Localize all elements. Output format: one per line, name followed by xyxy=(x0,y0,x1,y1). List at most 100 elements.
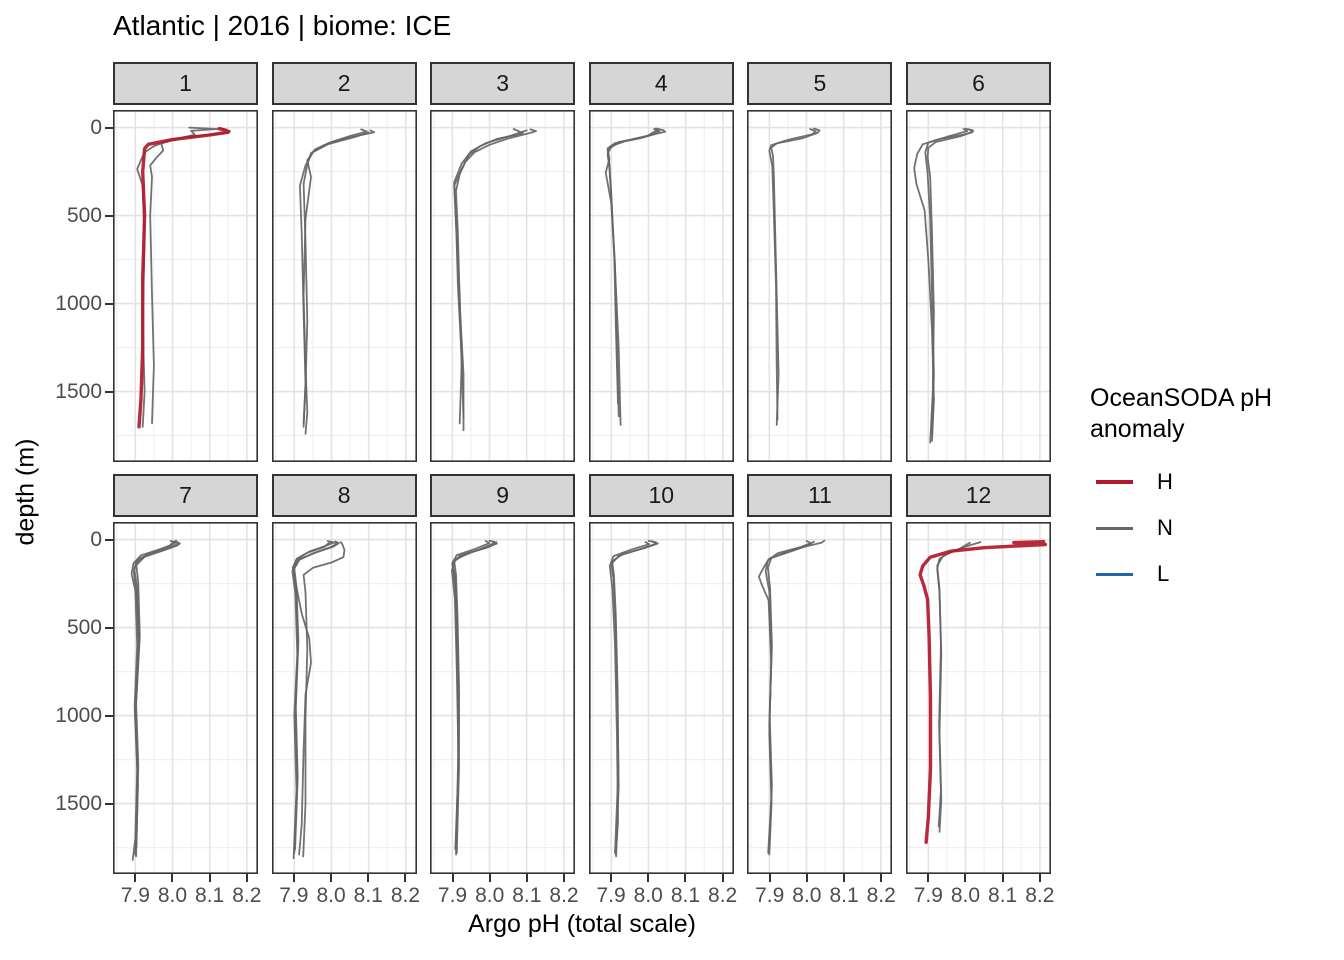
facet-panel-12 xyxy=(906,522,1051,874)
facet-strip-label: 12 xyxy=(965,482,992,508)
x-tick-mark xyxy=(488,874,491,882)
profile-line-N xyxy=(913,127,974,442)
x-tick-label: 8.2 xyxy=(1025,884,1055,907)
x-tick-label: 8.0 xyxy=(792,884,822,907)
y-tick-label: 500 xyxy=(66,203,102,227)
x-tick-mark xyxy=(1001,874,1004,882)
y-tick-mark xyxy=(105,714,113,717)
legend-entry-L: L xyxy=(1090,551,1344,597)
profile-line-N xyxy=(453,129,528,419)
facet-strip-label: 1 xyxy=(179,70,192,96)
x-tick-mark xyxy=(171,874,174,882)
x-tick-mark xyxy=(451,874,454,882)
profile-line-N xyxy=(768,128,818,421)
facet-strip-label: 9 xyxy=(496,482,510,508)
x-tick-label: 7.9 xyxy=(913,884,943,907)
y-tick-label: 1500 xyxy=(55,791,102,815)
profile-line-N xyxy=(924,128,969,435)
profile-line-N xyxy=(608,541,650,856)
y-tick-label: 1000 xyxy=(55,703,102,727)
legend-title: OceanSODA pH anomaly xyxy=(1090,383,1344,445)
facet-panel-11 xyxy=(747,522,893,874)
facet-strip-label: 10 xyxy=(648,482,675,508)
profile-line-H xyxy=(137,127,231,429)
facet-strip-7: 7 xyxy=(113,474,258,517)
facet-strip-11: 11 xyxy=(747,474,893,517)
x-axis-title: Argo pH (total scale) xyxy=(468,910,696,938)
y-tick-label: 0 xyxy=(90,527,102,551)
facet-panel-2 xyxy=(271,110,417,462)
facet-strip-label: 4 xyxy=(654,70,668,96)
x-tick-mark xyxy=(843,874,846,882)
y-tick-mark xyxy=(105,126,113,129)
facet-strip-label: 7 xyxy=(179,482,192,508)
y-tick-mark xyxy=(105,214,113,217)
facet-strip-10: 10 xyxy=(588,474,734,517)
y-tick-label: 1000 xyxy=(55,291,102,315)
x-tick-label: 8.1 xyxy=(988,884,1018,907)
y-tick-mark xyxy=(105,538,113,541)
x-tick-mark xyxy=(721,874,724,882)
x-tick-label: 8.2 xyxy=(390,884,421,907)
facet-strip-9: 9 xyxy=(430,474,576,517)
profile-line-N xyxy=(302,129,375,428)
facet-strip-label: 11 xyxy=(807,482,832,508)
facet-panel-1 xyxy=(113,110,258,462)
facet-strip-4: 4 xyxy=(588,62,734,105)
facet-panel-10 xyxy=(588,522,734,874)
x-tick-mark xyxy=(927,874,930,882)
legend-label: L xyxy=(1157,561,1170,586)
profile-line-N xyxy=(298,131,370,425)
facet-panel-9 xyxy=(430,522,576,874)
x-tick-label: 8.2 xyxy=(232,884,262,907)
x-tick-label: 8.2 xyxy=(866,884,896,907)
plot-title: Atlantic | 2016 | biome: ICE xyxy=(113,10,452,41)
x-tick-label: 7.9 xyxy=(755,884,785,907)
x-tick-label: 8.1 xyxy=(195,884,225,907)
legend-key-line-L xyxy=(1096,572,1133,576)
profile-line-N xyxy=(453,128,524,425)
x-tick-mark xyxy=(964,874,967,882)
x-tick-label: 8.0 xyxy=(633,884,663,907)
x-tick-label: 8.1 xyxy=(353,884,383,907)
profile-line-N xyxy=(292,540,340,851)
profile-line-N xyxy=(610,540,659,854)
facet-strip-12: 12 xyxy=(906,474,1051,517)
x-tick-mark xyxy=(367,874,370,882)
x-tick-label: 8.0 xyxy=(157,884,188,907)
legend-title-line2: anomaly xyxy=(1090,415,1185,443)
profile-line-N xyxy=(936,541,982,833)
profile-line-N xyxy=(770,127,821,426)
x-tick-mark xyxy=(245,874,248,882)
facet-strip-label: 6 xyxy=(972,70,985,96)
legend-key-line-N xyxy=(1096,526,1133,530)
x-tick-mark xyxy=(805,874,808,882)
profile-line-N xyxy=(136,126,218,428)
x-tick-mark xyxy=(292,874,295,882)
facet-strip-6: 6 xyxy=(906,62,1051,105)
x-tick-label: 8.0 xyxy=(475,884,505,907)
profile-line-N xyxy=(291,541,331,860)
x-tick-mark xyxy=(880,874,883,882)
x-tick-label: 8.0 xyxy=(950,884,981,907)
profile-line-N xyxy=(767,540,816,851)
facet-panel-7 xyxy=(113,522,258,874)
x-tick-label: 8.2 xyxy=(708,884,738,907)
x-tick-mark xyxy=(1038,874,1041,882)
facet-strip-label: 8 xyxy=(337,482,351,508)
profile-line-N xyxy=(149,127,231,425)
facet-strip-5: 5 xyxy=(747,62,893,105)
x-tick-mark xyxy=(647,874,650,882)
x-tick-label: 8.1 xyxy=(829,884,859,907)
x-tick-mark xyxy=(525,874,528,882)
y-tick-mark xyxy=(105,390,113,393)
x-tick-mark xyxy=(404,874,407,882)
legend-key-line-H xyxy=(1096,480,1133,484)
x-tick-label: 7.9 xyxy=(279,884,309,907)
facet-strip-3: 3 xyxy=(430,62,576,105)
profile-line-N xyxy=(451,541,498,844)
profile-line-N xyxy=(132,541,179,858)
y-tick-label: 1500 xyxy=(55,379,102,403)
